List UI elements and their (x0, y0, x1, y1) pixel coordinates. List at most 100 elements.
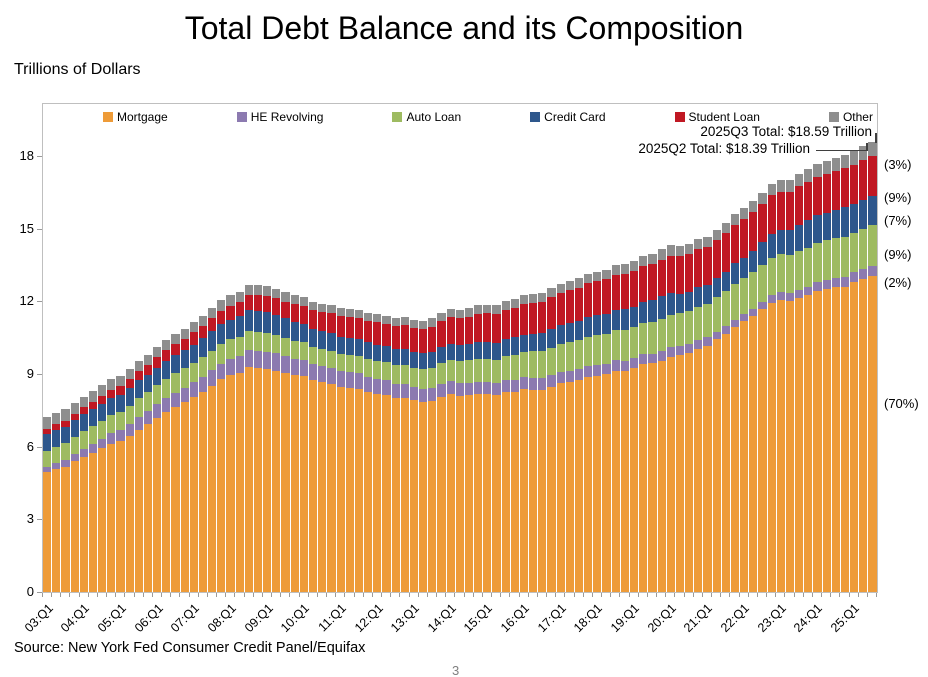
segment-auto-loan (584, 336, 593, 367)
x-axis-tick (491, 593, 492, 597)
page-title: Total Debt Balance and its Composition (184, 10, 744, 46)
segment-he-revolving (409, 386, 419, 400)
legend-label: Student Loan (688, 110, 760, 124)
segment-other (455, 309, 464, 319)
bar-17-Q3 (574, 278, 584, 592)
segment-he-revolving (400, 383, 409, 398)
segment-credit-card (318, 331, 327, 350)
x-axis-tick (564, 593, 565, 597)
segment-student-loan (776, 191, 785, 231)
segment-student-loan (822, 174, 831, 213)
legend-label: Other (842, 110, 873, 124)
x-axis-tick-label: 03:Q1 (21, 601, 56, 636)
x-axis-tick (60, 593, 61, 597)
segment-student-loan (703, 247, 712, 286)
segment-student-loan (428, 326, 437, 352)
x-axis-tick-label: 10:Q1 (278, 601, 313, 636)
segment-auto-loan (501, 355, 510, 381)
segment-mortgage (281, 373, 290, 592)
segment-credit-card (630, 306, 639, 328)
bar-17-Q2 (565, 281, 574, 592)
segment-auto-loan (263, 332, 272, 352)
x-axis-tick (418, 593, 419, 597)
bar-23-Q4 (804, 169, 813, 592)
segment-auto-loan (226, 339, 235, 360)
segment-mortgage (162, 412, 171, 592)
x-axis-tick (289, 593, 290, 597)
segment-student-loan (850, 164, 859, 205)
segment-credit-card (648, 300, 657, 322)
segment-other (464, 308, 474, 317)
bar-04-Q1 (79, 396, 88, 592)
x-axis-tick (363, 593, 364, 597)
segment-mortgage (840, 286, 850, 592)
x-axis-tick (409, 593, 410, 597)
segment-he-revolving (648, 353, 657, 364)
x-axis-tick (482, 593, 483, 597)
segment-student-loan (88, 401, 98, 410)
x-axis-tick (729, 593, 730, 597)
x-axis-tick (812, 593, 813, 597)
segment-student-loan (400, 325, 409, 349)
segment-mortgage (565, 381, 574, 592)
annotation-leader-line (816, 150, 868, 151)
segment-he-revolving (308, 364, 318, 381)
x-axis-tick (216, 593, 217, 597)
segment-he-revolving (740, 313, 749, 322)
segment-mortgage (474, 394, 483, 592)
segment-auto-loan (107, 415, 116, 434)
segment-he-revolving (721, 325, 730, 334)
bar-21-Q2 (712, 229, 721, 592)
segment-auto-loan (153, 385, 162, 405)
segment-student-loan (611, 274, 620, 310)
segment-auto-loan (685, 311, 694, 345)
segment-auto-loan (822, 240, 831, 280)
x-axis-tick (317, 593, 318, 597)
bar-15-Q2 (492, 305, 501, 592)
segment-credit-card (162, 361, 171, 379)
segment-student-loan (648, 264, 657, 301)
segment-he-revolving (70, 453, 79, 461)
segment-student-loan (685, 254, 694, 292)
segment-other (740, 208, 749, 220)
segment-mortgage (198, 391, 208, 592)
segment-mortgage (547, 386, 556, 592)
segment-student-loan (602, 279, 611, 314)
segment-he-revolving (859, 268, 868, 279)
x-axis-tick (858, 593, 859, 597)
segment-credit-card (79, 414, 88, 432)
segment-auto-loan (354, 355, 364, 374)
segment-student-loan (565, 290, 574, 323)
segment-auto-loan (70, 436, 79, 454)
segment-other (134, 360, 143, 371)
bar-10-Q3 (318, 303, 327, 592)
segment-mortgage (116, 441, 125, 592)
bar-08-Q2 (235, 291, 244, 592)
y-axis-tick-label: 15 (19, 220, 34, 236)
segment-other (299, 296, 308, 306)
segment-student-loan (492, 313, 501, 343)
segment-he-revolving (556, 371, 565, 383)
segment-he-revolving (208, 370, 217, 386)
segment-mortgage (538, 389, 547, 592)
segment-other (785, 179, 795, 192)
bar-07-Q1 (189, 322, 198, 592)
bar-06-Q1 (153, 346, 162, 592)
segment-credit-card (675, 293, 685, 314)
segment-other (382, 315, 391, 324)
segment-mortgage (868, 275, 877, 592)
segment-auto-loan (804, 247, 813, 287)
bar-07-Q2 (198, 315, 208, 592)
segment-other (501, 300, 510, 310)
segment-he-revolving (519, 377, 529, 390)
segment-credit-card (859, 199, 868, 230)
segment-credit-card (208, 331, 217, 351)
segment-student-loan (419, 329, 428, 354)
x-axis-tick (198, 593, 199, 597)
segment-mortgage (446, 394, 455, 592)
x-axis-tick (464, 593, 465, 597)
bar-16-Q1 (519, 295, 529, 592)
segment-credit-card (795, 224, 804, 251)
segment-student-loan (556, 292, 565, 326)
x-axis-tick (537, 593, 538, 597)
